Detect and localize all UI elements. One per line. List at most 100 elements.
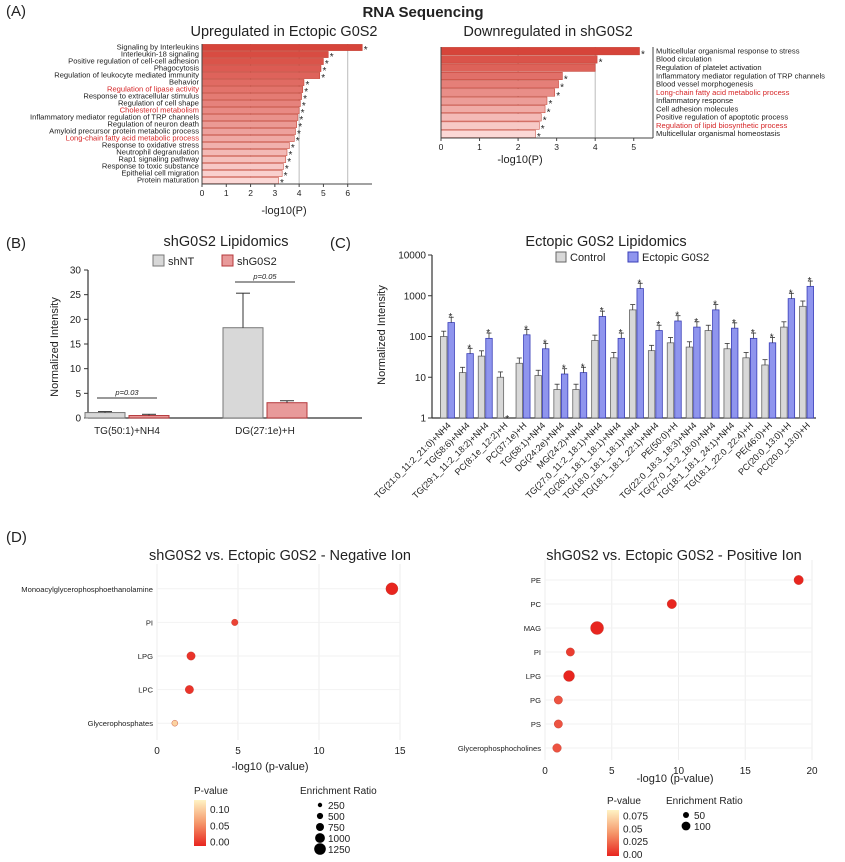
significance-star: * xyxy=(301,108,305,119)
y-tick-label: 10 xyxy=(70,364,82,375)
category-label: LPG xyxy=(138,652,153,661)
upregulated-pathway-chart: Upregulated in Ectopic G0S2 -log10(P) Si… xyxy=(30,24,377,217)
x-tick-label: TG(21:0_11:2_21:0)+NH4 xyxy=(372,420,452,500)
bar xyxy=(201,163,284,170)
colorbar-tick-label: 0.05 xyxy=(623,824,643,835)
bar xyxy=(201,65,322,72)
x-tick-label: 15 xyxy=(740,766,752,777)
category-label: Cell adhesion molecules xyxy=(656,104,739,113)
size-legend-label: 1250 xyxy=(328,845,351,856)
category-label: Regulation of cell shape xyxy=(118,98,199,107)
significance-star: * xyxy=(291,143,295,154)
x-tick-label: 2 xyxy=(516,142,521,152)
bar xyxy=(201,128,296,135)
significance-star: * xyxy=(467,343,471,354)
category-label: Cholesterol metabolism xyxy=(120,105,199,114)
bar xyxy=(440,129,536,138)
x-tick-label: 0 xyxy=(154,746,160,757)
category-label: PS xyxy=(531,720,541,729)
category-label: MAG xyxy=(524,624,541,633)
bar xyxy=(560,373,569,419)
legend-swatch xyxy=(555,251,567,263)
bar xyxy=(610,357,618,419)
legend-label: shNT xyxy=(168,256,195,268)
legend-swatch xyxy=(221,254,234,267)
size-legend-circle xyxy=(316,812,324,820)
y-tick-label: 1000 xyxy=(404,291,427,302)
size-legend-circle xyxy=(315,833,325,843)
significance-star: * xyxy=(364,45,368,56)
bar xyxy=(515,362,523,419)
data-point xyxy=(566,647,575,657)
bar xyxy=(440,113,542,122)
x-tick-label: 5 xyxy=(609,766,615,777)
category-label: LPC xyxy=(138,686,153,695)
bar xyxy=(440,55,598,64)
bar xyxy=(761,364,769,419)
legend-title: Enrichment Ratio xyxy=(666,796,743,807)
x-tick-label: 5 xyxy=(235,746,241,757)
data-point xyxy=(552,743,562,753)
x-axis-label: -log10 (p-value) xyxy=(636,773,713,785)
category-label: Regulation of lipid biosynthetic process xyxy=(656,121,787,130)
figure-title: RNA Sequencing xyxy=(362,4,483,21)
chart-title: Ectopic G0S2 Lipidomics xyxy=(525,234,686,250)
x-tick-label: TG(50:1)+NH4 xyxy=(94,426,160,437)
x-axis-label: -log10 (p-value) xyxy=(231,761,308,773)
bar xyxy=(598,316,607,419)
data-point xyxy=(553,695,563,705)
chart-title: Upregulated in Ectopic G0S2 xyxy=(191,24,378,40)
size-legend-circle xyxy=(317,802,323,808)
shg0s2-lipidomics-chart: shG0S2 Lipidomics Normalized Intensity 0… xyxy=(49,234,362,437)
bar xyxy=(742,357,750,419)
size-legend-circle xyxy=(316,823,324,831)
bar xyxy=(749,337,758,419)
x-tick-label: 20 xyxy=(806,766,818,777)
category-label: Glycerophosphates xyxy=(88,719,154,728)
data-point xyxy=(793,575,804,585)
bar xyxy=(222,327,264,419)
category-label: Blood circulation xyxy=(656,55,712,64)
legend-title: P-value xyxy=(194,786,228,797)
size-legend-label: 750 xyxy=(328,823,345,834)
bar xyxy=(201,149,288,156)
y-tick-label: 5 xyxy=(75,389,81,400)
x-tick-label: TG(29:1_11:2_18:2)+NH4 xyxy=(410,420,490,500)
x-tick-label: 6 xyxy=(345,188,350,198)
panel-label-d: (D) xyxy=(6,529,27,546)
category-label: Multicellular organismal response to str… xyxy=(656,46,800,55)
bar xyxy=(201,58,324,65)
chart-title: shG0S2 vs. Ectopic G0S2 - Negative Ion xyxy=(149,548,411,564)
bar xyxy=(768,342,777,419)
bar xyxy=(440,63,596,72)
category-label: Response to toxic substance xyxy=(102,161,199,170)
significance-star: * xyxy=(599,58,603,69)
bar xyxy=(201,79,305,86)
significance-star: * xyxy=(323,66,327,77)
significance-star: * xyxy=(299,115,303,126)
category-label: Behavior xyxy=(169,77,199,86)
data-point xyxy=(553,719,563,729)
p-value-colorbar xyxy=(607,810,619,856)
category-label: Inflammatory mediator regulation of TRP … xyxy=(30,112,199,121)
significance-star: * xyxy=(562,364,566,375)
ectopic-g0s2-lipidomics-chart: Ectopic G0S2 Lipidomics Normalized Inten… xyxy=(372,234,816,501)
bar xyxy=(655,330,663,419)
bar xyxy=(201,93,302,100)
category-label: Long-chain fatty acid metabolic process xyxy=(66,133,200,142)
category-label: Blood vessel morphogenesis xyxy=(656,80,753,89)
y-tick-label: 25 xyxy=(70,290,82,301)
y-tick-label: 30 xyxy=(70,266,82,277)
size-legend-circle xyxy=(683,812,689,818)
category-label: Protein maturation xyxy=(137,175,199,184)
significance-star: * xyxy=(751,328,755,339)
bar xyxy=(647,350,656,419)
size-legend-label: 500 xyxy=(328,812,345,823)
x-tick-label: 3 xyxy=(554,142,559,152)
significance-star: * xyxy=(641,49,645,60)
size-legend-label: 250 xyxy=(328,801,345,812)
category-label: Response to oxidative stress xyxy=(102,140,199,149)
significance-star: * xyxy=(656,320,660,331)
data-point xyxy=(385,582,399,595)
y-axis-label: Normalized Intensity xyxy=(376,285,388,385)
